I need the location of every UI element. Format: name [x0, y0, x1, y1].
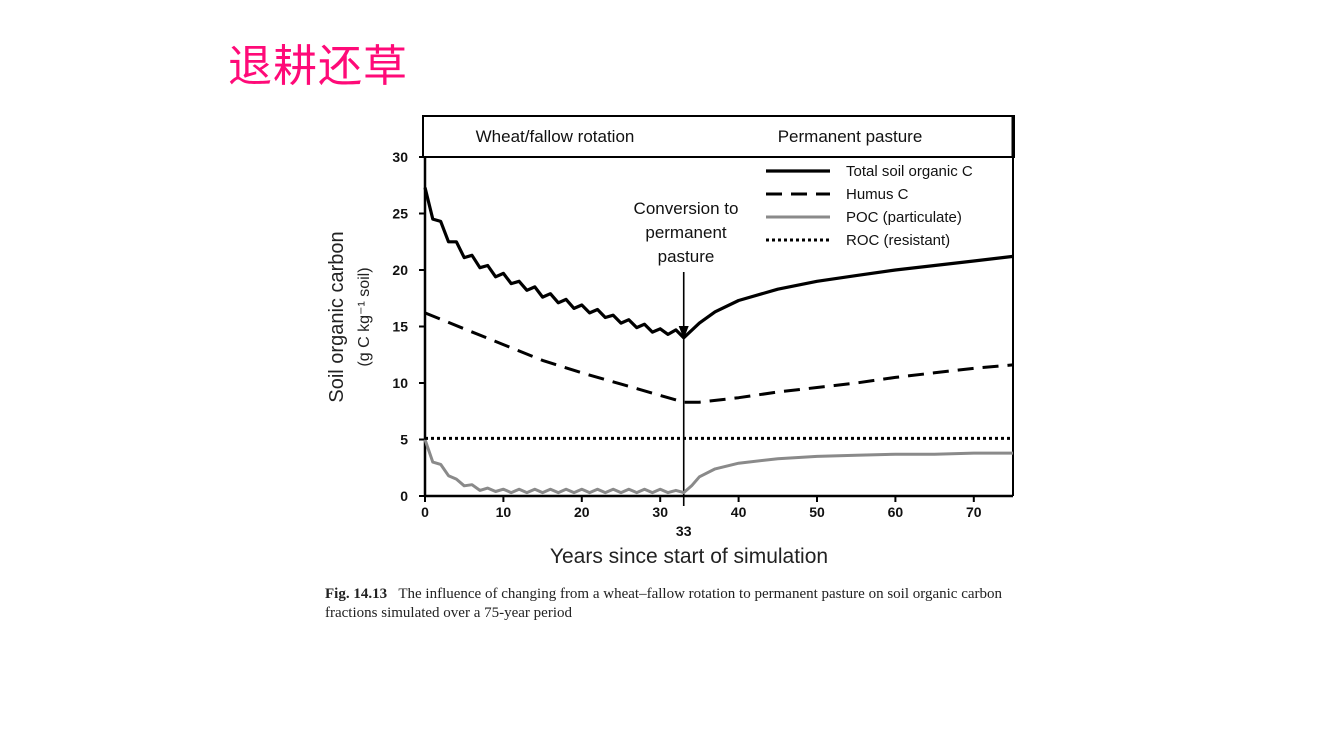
- legend-label-total: Total soil organic C: [846, 163, 973, 180]
- series-poc: [423, 439, 1013, 495]
- series-humus-c: [424, 311, 1014, 404]
- annotation-line2: permanent: [645, 223, 727, 242]
- legend-label-poc: POC (particulate): [846, 209, 962, 226]
- x-tick-label: 40: [731, 504, 747, 520]
- y-axis-label-line2: (g C kg⁻¹ soil): [356, 267, 373, 366]
- x-marker-label: 33: [676, 523, 692, 539]
- annotation-line1: Conversion to: [634, 199, 739, 218]
- conversion-arrowhead: [678, 326, 689, 339]
- legend-label-humus: Humus C: [846, 186, 909, 203]
- x-tick-label: 20: [574, 504, 590, 520]
- y-tick-label: 0: [400, 488, 408, 504]
- soil-carbon-chart: Wheat/fallow rotation Permanent pasture …: [326, 115, 1015, 568]
- y-tick-label: 20: [392, 262, 408, 278]
- caption-label: Fig. 14.13: [325, 586, 388, 602]
- legend: Total soil organic C Humus C POC (partic…: [766, 163, 973, 249]
- x-tick-label: 50: [809, 504, 825, 520]
- x-tick-label: 70: [966, 504, 982, 520]
- x-tick-label: 30: [652, 504, 668, 520]
- annotation-line3: pasture: [658, 247, 715, 266]
- y-tick-label: 5: [400, 432, 408, 448]
- x-tick-label: 10: [496, 504, 512, 520]
- slide-title: 退耕还草: [228, 41, 408, 92]
- figure-caption: Fig. 14.13 The influence of changing fro…: [325, 585, 1045, 623]
- plot-area: 0 5 10 15 20 25 30 0 10 20 30 40 50 60 70 33: [392, 149, 1014, 539]
- legend-label-roc: ROC (resistant): [846, 232, 950, 249]
- phase-label-wheat-fallow: Wheat/fallow rotation: [476, 127, 635, 146]
- y-tick-label: 15: [392, 319, 408, 335]
- phase-label-permanent-pasture: Permanent pasture: [778, 127, 923, 146]
- y-tick-label: 25: [392, 206, 408, 222]
- series-total-soil-organic-c: [423, 187, 1014, 340]
- y-axis-label-line1: Soil organic carbon: [326, 231, 348, 402]
- y-tick-label: 30: [392, 149, 408, 165]
- caption-text: The influence of changing from a wheat–f…: [325, 586, 1003, 621]
- x-tick-label: 60: [888, 504, 904, 520]
- x-tick-label: 0: [421, 504, 429, 520]
- x-axis-label: Years since start of simulation: [550, 545, 828, 568]
- y-tick-label: 10: [392, 375, 408, 391]
